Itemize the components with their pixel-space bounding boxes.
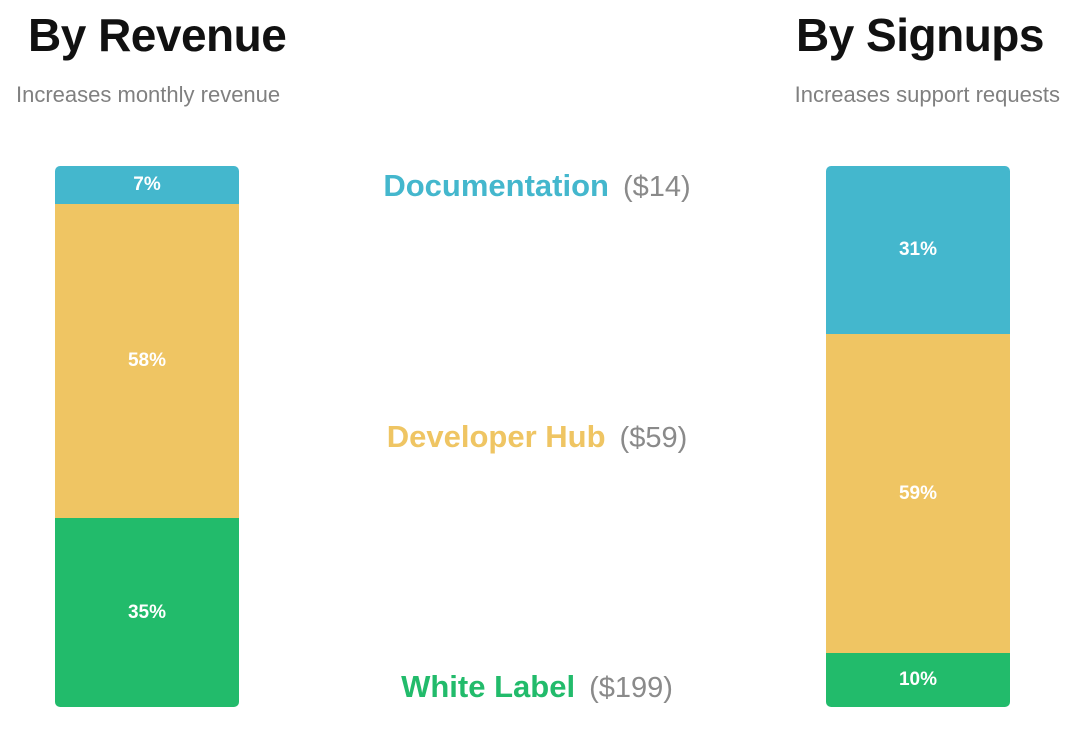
bar-segment-label-documentation: 7%	[133, 174, 161, 195]
revenue-panel-title: By Revenue	[28, 9, 287, 61]
bar-segment-label-documentation: 31%	[898, 239, 938, 260]
legend-item-developer-hub: Developer Hub ($59)	[0, 419, 1074, 455]
legend-name-developer-hub: Developer Hub	[386, 419, 606, 454]
bar-segment-documentation: 7%	[55, 166, 239, 204]
legend-price-documentation: ($14)	[622, 171, 691, 203]
revenue-panel-subtitle: Increases monthly revenue	[16, 82, 281, 107]
bar-segment-documentation: 31%	[826, 166, 1010, 334]
bar-segment-label-white-label: 10%	[898, 669, 938, 690]
signups-stacked-bar: 31% 59% 10%	[826, 166, 1010, 707]
signups-panel-title: By Signups	[795, 9, 1045, 61]
bar-segment-label-developer-hub: 59%	[898, 482, 938, 504]
legend-item-white-label: White Label ($199)	[0, 669, 1074, 705]
bar-segment-developer-hub: 58%	[55, 204, 239, 518]
legend-name-documentation: Documentation	[383, 168, 609, 203]
legend-price-white-label: ($199)	[589, 672, 673, 704]
legend-name-white-label: White Label	[401, 669, 576, 704]
bar-segment-white-label: 10%	[826, 653, 1010, 707]
legend-item-documentation: Documentation ($14)	[0, 168, 1074, 204]
signups-panel-subtitle: Increases support requests	[794, 82, 1060, 107]
revenue-stacked-bar: 7% 58% 35%	[55, 166, 239, 707]
legend-price-developer-hub: ($59)	[619, 422, 688, 454]
bar-segment-developer-hub: 59%	[826, 334, 1010, 653]
bar-segment-label-white-label: 35%	[127, 601, 167, 623]
bar-segment-label-developer-hub: 58%	[127, 350, 167, 371]
bar-segment-white-label: 35%	[55, 518, 239, 707]
